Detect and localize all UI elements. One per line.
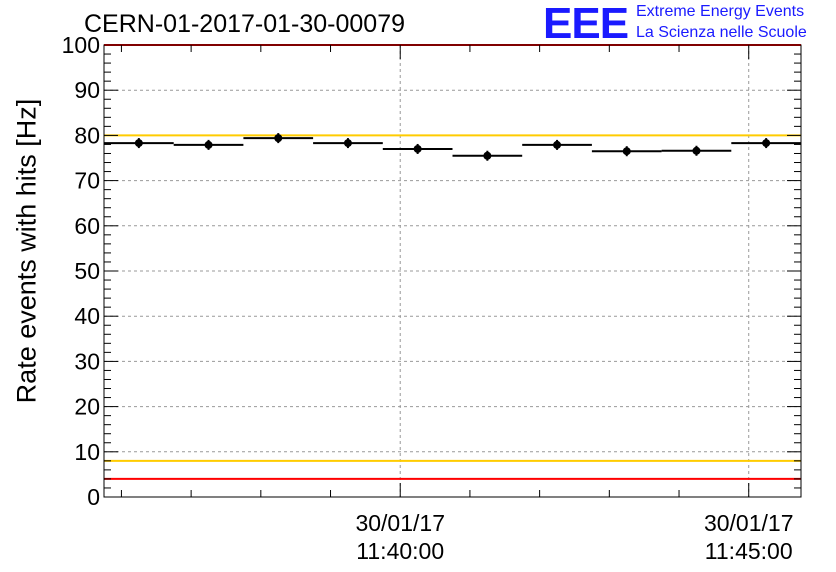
y-tick-label: 80 xyxy=(74,122,100,148)
plot-frame xyxy=(103,44,802,498)
data-point xyxy=(134,139,143,148)
x-tick-label-time: 11:40:00 xyxy=(356,538,444,564)
eee-logo-mark: EEE xyxy=(543,0,629,48)
x-tick-label-date: 30/01/17 xyxy=(704,510,794,536)
y-tick-label: 40 xyxy=(74,303,100,329)
y-tick-label: 0 xyxy=(87,484,100,510)
x-tick-label-date: 30/01/17 xyxy=(355,510,445,536)
grid-lines xyxy=(104,45,801,497)
reference-lines xyxy=(104,44,801,480)
y-tick-label: 50 xyxy=(74,258,100,284)
y-axis: 0 10 20 30 40 50 60 70 80 90 100 xyxy=(62,32,801,510)
data-point xyxy=(204,140,213,149)
data-point xyxy=(274,134,283,143)
data-point xyxy=(553,140,562,149)
y-tick-label: 20 xyxy=(74,394,100,420)
logo-subtitle-line1: Extreme Energy Events xyxy=(636,3,805,20)
data-point xyxy=(483,151,492,160)
x-tick-label-time: 11:45:00 xyxy=(705,538,793,564)
logo-subtitle-line2: La Scienza nelle Scuole xyxy=(636,24,807,41)
y-tick-label: 90 xyxy=(74,77,100,103)
y-tick-label: 30 xyxy=(74,348,100,374)
data-point xyxy=(343,139,352,148)
data-point xyxy=(413,144,422,153)
y-tick-label: 70 xyxy=(74,168,100,194)
y-tick-label: 100 xyxy=(62,32,100,58)
y-tick-label: 10 xyxy=(74,439,100,465)
data-point xyxy=(692,146,701,155)
chart-title: CERN-01-2017-01-30-00079 xyxy=(84,10,406,38)
data-point xyxy=(762,139,771,148)
data-series xyxy=(104,133,801,161)
y-axis-label: Rate events with hits [Hz] xyxy=(11,99,41,404)
y-tick-label: 60 xyxy=(74,213,100,239)
data-point xyxy=(622,147,631,156)
